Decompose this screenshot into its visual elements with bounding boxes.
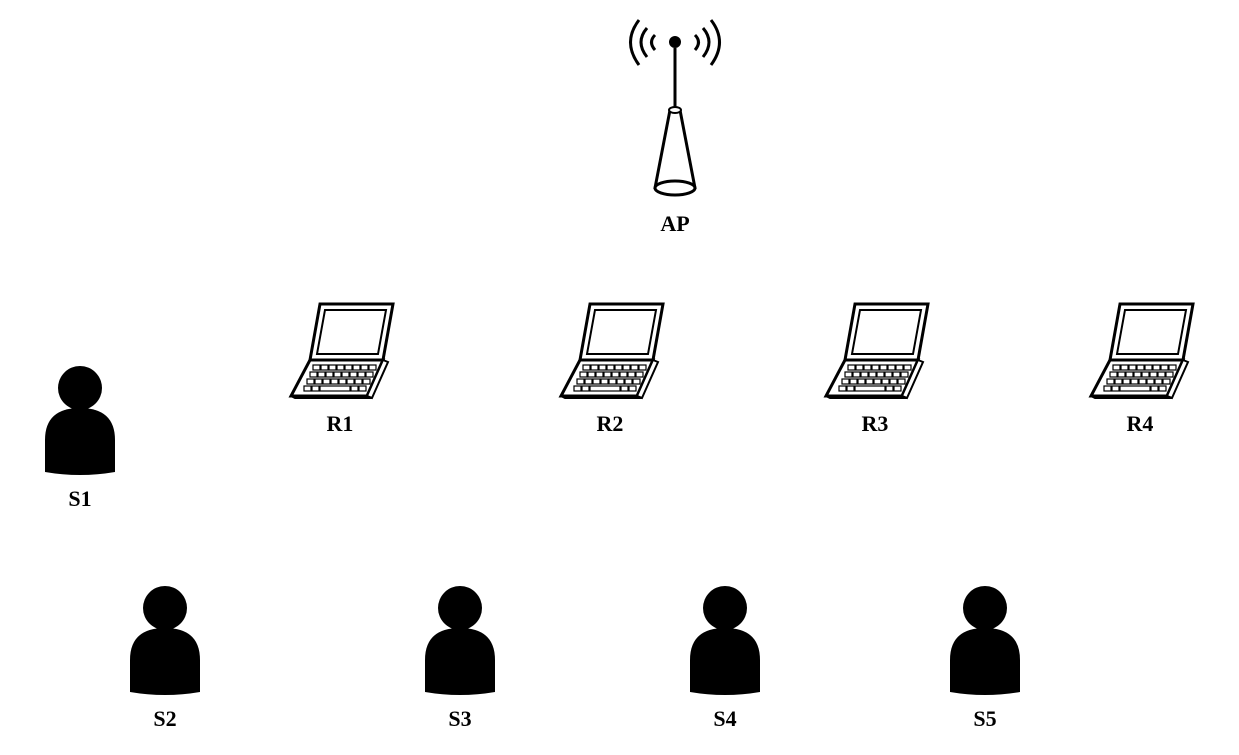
laptop-label: R1	[327, 411, 354, 437]
person-label: S4	[713, 706, 736, 732]
person-icon	[410, 580, 510, 700]
person-icon	[30, 360, 130, 480]
person-icon	[675, 580, 775, 700]
laptop-icon	[815, 300, 935, 405]
person-s1: S1	[20, 360, 140, 512]
person-icon	[115, 580, 215, 700]
person-label: S1	[68, 486, 91, 512]
person-label: S3	[448, 706, 471, 732]
laptop-icon	[280, 300, 400, 405]
laptop-icon	[1080, 300, 1200, 405]
laptop-r3: R3	[810, 300, 940, 437]
person-s3: S3	[400, 580, 520, 732]
antenna-icon	[620, 10, 730, 205]
laptop-r4: R4	[1075, 300, 1205, 437]
person-s2: S2	[105, 580, 225, 732]
laptop-r2: R2	[545, 300, 675, 437]
laptop-icon	[550, 300, 670, 405]
access-point: AP	[610, 10, 740, 237]
person-s5: S5	[925, 580, 1045, 732]
ap-label: AP	[660, 211, 689, 237]
person-s4: S4	[665, 580, 785, 732]
laptop-label: R3	[862, 411, 889, 437]
person-label: S2	[153, 706, 176, 732]
laptop-r1: R1	[275, 300, 405, 437]
person-label: S5	[973, 706, 996, 732]
laptop-label: R2	[597, 411, 624, 437]
laptop-label: R4	[1127, 411, 1154, 437]
person-icon	[935, 580, 1035, 700]
